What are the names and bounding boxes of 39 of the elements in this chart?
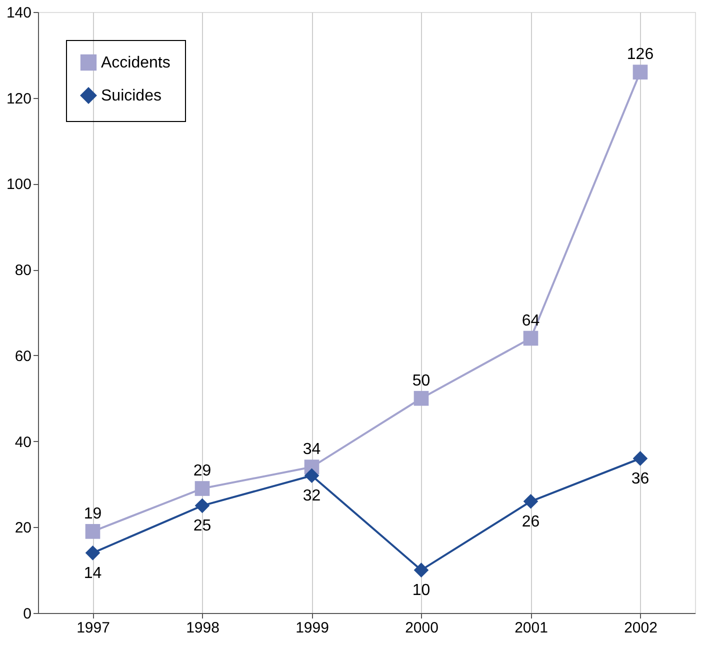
data-label: 14 (84, 564, 102, 582)
x-tick-label: 2002 (624, 620, 658, 636)
point (414, 562, 429, 578)
data-label: 25 (193, 518, 212, 535)
legend-label: Accidents (101, 54, 170, 72)
point (304, 468, 320, 484)
point (632, 451, 648, 466)
data-label: 50 (412, 372, 430, 390)
data-label: 34 (302, 441, 321, 458)
point (632, 64, 648, 80)
data-label: 64 (522, 312, 540, 330)
y-tick-label: 120 (6, 90, 32, 108)
data-label: 26 (522, 513, 540, 530)
data-label: 32 (302, 488, 321, 505)
legend-label: Suicides (101, 88, 162, 104)
point (85, 545, 100, 560)
y-tick-label: 80 (14, 262, 32, 280)
data-label: 29 (193, 462, 212, 480)
y-tick-label: 140 (6, 4, 32, 22)
point (194, 481, 210, 496)
x-tick-label: 1999 (296, 620, 329, 636)
y-tick-label: 100 (6, 176, 32, 194)
data-label: 36 (631, 470, 650, 488)
y-tick-label: 60 (14, 348, 32, 365)
y-tick-label: 0 (23, 606, 32, 622)
x-tick-label: 2000 (405, 620, 438, 636)
y-tick-label: 20 (14, 520, 32, 537)
data-label: 10 (412, 582, 430, 600)
y-tick-label: 40 (14, 434, 32, 451)
data-label: 19 (84, 505, 102, 522)
x-tick-label: 1998 (186, 620, 220, 636)
point (194, 498, 210, 514)
point (414, 390, 429, 406)
point (85, 524, 100, 539)
x-tick-label: 2001 (514, 620, 548, 636)
point (523, 494, 538, 509)
point (523, 330, 538, 346)
x-tick-label: 1997 (76, 620, 110, 636)
data-label: 126 (626, 46, 654, 64)
